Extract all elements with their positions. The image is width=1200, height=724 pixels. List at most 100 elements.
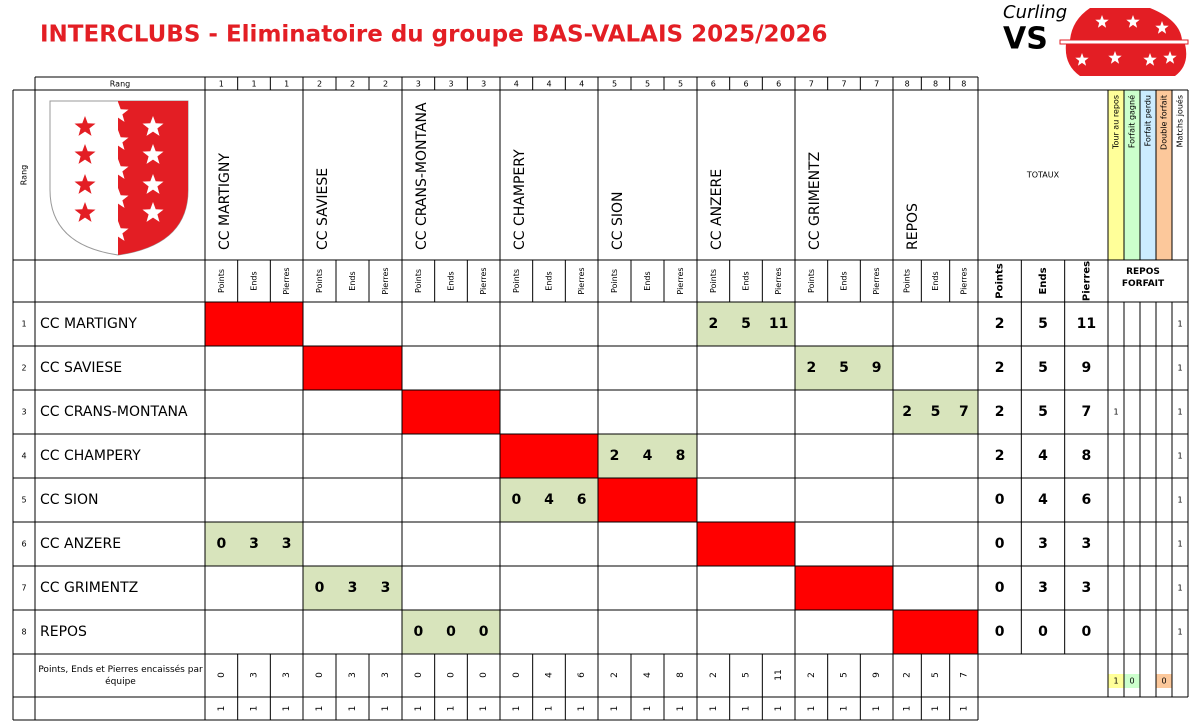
vertical-label: Double forfait bbox=[1160, 95, 1169, 150]
vertical-label: 1 bbox=[250, 706, 260, 712]
diagonal-cell bbox=[795, 566, 893, 610]
vertical-label: CC SAVIESE bbox=[315, 168, 331, 250]
row-team: REPOS bbox=[40, 624, 87, 640]
vertical-label: 5 bbox=[931, 672, 941, 678]
result-value: 8 bbox=[676, 448, 686, 464]
total-value: 5 bbox=[1038, 404, 1048, 420]
total-value: 3 bbox=[1081, 536, 1091, 552]
result-value: 0 bbox=[446, 624, 456, 640]
column-rank: 5 bbox=[645, 80, 650, 89]
star bbox=[1155, 21, 1169, 34]
column-rank: 5 bbox=[678, 80, 683, 89]
vertical-label: Ends bbox=[840, 271, 849, 290]
vertical-label: Pierres bbox=[676, 267, 685, 294]
vertical-label: 1 bbox=[643, 706, 653, 712]
vertical-label: CC MARTIGNY bbox=[217, 153, 233, 250]
footer-extra: 0 bbox=[1129, 677, 1134, 686]
footer-extra-cell bbox=[1156, 674, 1172, 688]
result-value: 0 bbox=[315, 580, 325, 596]
total-value: 0 bbox=[995, 580, 1005, 596]
vertical-label: REPOS bbox=[905, 203, 921, 250]
extra-value: 1 bbox=[1177, 452, 1182, 461]
vertical-label: Pierres bbox=[1081, 261, 1092, 301]
column-rank: 3 bbox=[481, 80, 486, 89]
star bbox=[142, 116, 164, 136]
star bbox=[107, 159, 129, 179]
extra-value: 1 bbox=[1177, 496, 1182, 505]
result-value: 4 bbox=[544, 492, 554, 508]
result-value: 2 bbox=[902, 404, 912, 420]
vertical-label: 1 bbox=[348, 706, 358, 712]
vertical-label: 1 bbox=[447, 706, 457, 712]
vertical-label: 6 bbox=[577, 672, 587, 678]
vertical-label: 5 bbox=[742, 672, 752, 678]
result-value: 0 bbox=[479, 624, 489, 640]
vertical-label: 1 bbox=[959, 706, 969, 712]
vertical-label: Points bbox=[709, 269, 718, 293]
column-rank: 2 bbox=[383, 80, 388, 89]
extra-value: 1 bbox=[1177, 628, 1182, 637]
column-rank: 4 bbox=[579, 80, 584, 89]
total-value: 4 bbox=[1038, 448, 1048, 464]
row-rank: 2 bbox=[21, 364, 26, 373]
row-team: CC GRIMENTZ bbox=[40, 580, 138, 596]
total-value: 6 bbox=[1081, 492, 1091, 508]
logo-text: Curling bbox=[1003, 2, 1067, 23]
footer-extra-cell bbox=[1124, 674, 1140, 688]
result-value: 2 bbox=[806, 360, 816, 376]
diagonal-cell bbox=[205, 302, 303, 346]
vertical-label: Points bbox=[315, 269, 324, 293]
total-value: 11 bbox=[1077, 316, 1096, 332]
vertical-label: 3 bbox=[381, 672, 391, 678]
result-value: 9 bbox=[872, 360, 882, 376]
column-rank: 4 bbox=[546, 80, 551, 89]
row-rank: 3 bbox=[21, 408, 26, 417]
extra-value: 1 bbox=[1177, 320, 1182, 329]
vertical-label: 1 bbox=[315, 706, 325, 712]
result-value: 2 bbox=[708, 316, 718, 332]
column-rank: 8 bbox=[961, 80, 966, 89]
vertical-label: Forfait perdu bbox=[1144, 95, 1153, 146]
total-value: 3 bbox=[1081, 580, 1091, 596]
result-cell bbox=[402, 610, 500, 654]
vertical-label: 3 bbox=[348, 672, 358, 678]
column-rank: 2 bbox=[317, 80, 322, 89]
vertical-label: 8 bbox=[676, 672, 686, 678]
extra-header-cell bbox=[1172, 90, 1188, 260]
total-value: 5 bbox=[1038, 360, 1048, 376]
vertical-label: Points bbox=[217, 269, 226, 293]
column-rank: 8 bbox=[905, 80, 910, 89]
star bbox=[1095, 15, 1109, 28]
result-value: 4 bbox=[643, 448, 653, 464]
total-value: 0 bbox=[995, 492, 1005, 508]
header-label: TOTAUX bbox=[1026, 171, 1060, 180]
star bbox=[107, 130, 129, 150]
repos-forfait-label: REPOS FORFAIT bbox=[1122, 267, 1164, 289]
vertical-label: 0 bbox=[414, 672, 424, 678]
extra-value: 1 bbox=[1177, 540, 1182, 549]
total-value: 5 bbox=[1038, 316, 1048, 332]
row-rank: 5 bbox=[21, 496, 26, 505]
column-rank: 5 bbox=[612, 80, 617, 89]
vertical-label: 0 bbox=[315, 672, 325, 678]
vertical-label: 3 bbox=[250, 672, 260, 678]
vertical-label: Pierres bbox=[479, 267, 488, 294]
vertical-label: Pierres bbox=[872, 267, 881, 294]
vertical-label: 11 bbox=[774, 669, 784, 680]
vertical-label: CC SION bbox=[610, 191, 626, 250]
star bbox=[1075, 53, 1089, 66]
diagonal-cell bbox=[893, 610, 978, 654]
extra-value: 1 bbox=[1177, 364, 1182, 373]
total-value: 0 bbox=[1038, 624, 1048, 640]
star bbox=[1143, 53, 1157, 66]
vertical-label: 7 bbox=[959, 672, 969, 678]
vertical-label: Points bbox=[995, 263, 1006, 299]
total-value: 7 bbox=[1081, 404, 1091, 420]
vertical-label: Points bbox=[903, 269, 912, 293]
row-team: CC SION bbox=[40, 492, 99, 508]
vertical-label: 1 bbox=[840, 706, 850, 712]
result-value: 5 bbox=[839, 360, 849, 376]
vertical-label: Ends bbox=[348, 271, 357, 290]
vertical-label: 2 bbox=[807, 672, 817, 678]
